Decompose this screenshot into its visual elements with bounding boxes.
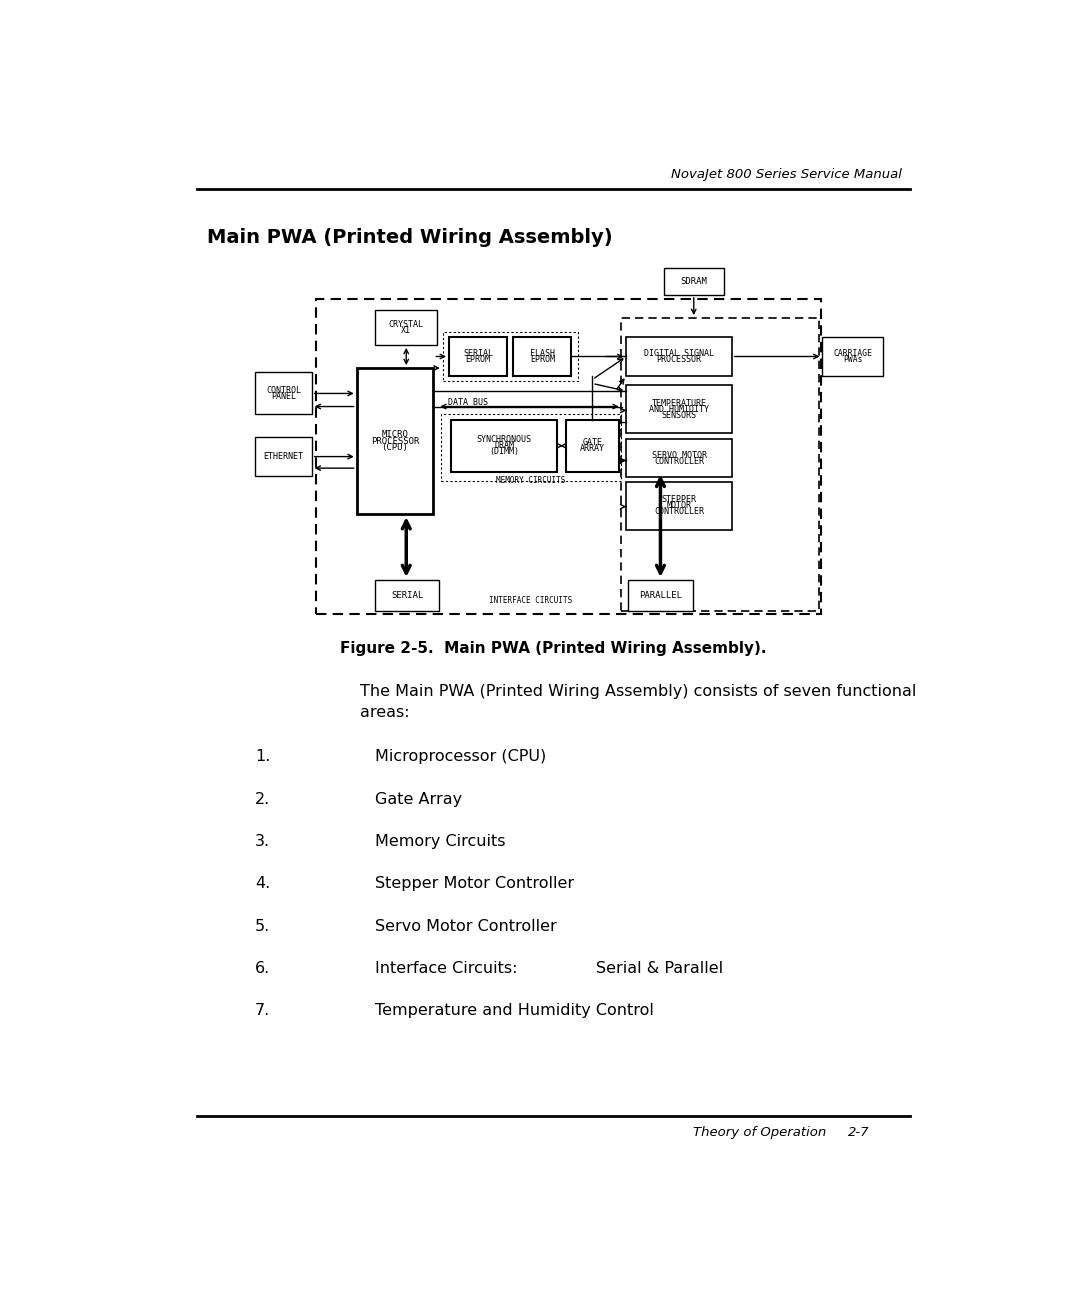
Text: MEMORY CIRCUITS: MEMORY CIRCUITS — [496, 476, 565, 485]
Bar — [255, 437, 312, 476]
Bar — [566, 420, 619, 472]
Text: SERIAL: SERIAL — [463, 349, 492, 358]
Text: PANEL: PANEL — [271, 391, 296, 400]
Text: CRYSTAL: CRYSTAL — [389, 320, 423, 329]
Text: Figure 2-5.  Main PWA (Printed Wiring Assembly).: Figure 2-5. Main PWA (Printed Wiring Ass… — [340, 642, 767, 656]
Text: CARRIAGE: CARRIAGE — [833, 349, 873, 358]
Text: SERIAL: SERIAL — [391, 591, 423, 600]
Text: 7.: 7. — [255, 1003, 270, 1019]
Text: PROCESSOR: PROCESSOR — [370, 437, 419, 446]
Text: areas:: areas: — [360, 705, 409, 721]
Text: DIGITAL SIGNAL: DIGITAL SIGNAL — [644, 349, 714, 358]
Text: Main PWA (Printed Wiring Assembly): Main PWA (Printed Wiring Assembly) — [207, 228, 612, 246]
Text: 2.: 2. — [255, 792, 270, 806]
Text: 5.: 5. — [255, 919, 270, 933]
Text: 4.: 4. — [255, 876, 270, 892]
Text: ETHERNET: ETHERNET — [264, 452, 303, 461]
Bar — [664, 268, 724, 295]
Text: NovaJet 800 Series Service Manual: NovaJet 800 Series Service Manual — [672, 168, 902, 181]
Bar — [621, 318, 819, 610]
Text: PROCESSOR: PROCESSOR — [657, 355, 702, 364]
Text: Theory of Operation: Theory of Operation — [693, 1126, 826, 1139]
Text: SENSORS: SENSORS — [662, 411, 697, 420]
Text: EPROM: EPROM — [465, 355, 490, 364]
Text: AND HUMIDITY: AND HUMIDITY — [649, 404, 710, 413]
Text: CONTROLLER: CONTROLLER — [654, 456, 704, 465]
Text: PARALLEL: PARALLEL — [639, 591, 681, 600]
Bar — [315, 299, 821, 614]
Text: SYNCHRONOUS: SYNCHRONOUS — [476, 435, 531, 445]
Text: Interface Circuits:: Interface Circuits: — [375, 960, 517, 976]
Text: Memory Circuits: Memory Circuits — [375, 833, 505, 849]
Text: Serial & Parallel: Serial & Parallel — [596, 960, 724, 976]
Text: MOTOR: MOTOR — [666, 502, 691, 511]
Bar — [375, 310, 437, 345]
Text: 1.: 1. — [255, 749, 270, 765]
Text: CONTROL: CONTROL — [266, 386, 301, 394]
Bar — [441, 415, 621, 481]
Bar — [375, 579, 438, 610]
Text: GATE: GATE — [582, 438, 603, 447]
Bar — [626, 482, 732, 530]
Text: 3.: 3. — [255, 833, 270, 849]
Text: Servo Motor Controller: Servo Motor Controller — [375, 919, 557, 933]
Bar — [513, 337, 571, 376]
Text: MICRO: MICRO — [381, 430, 408, 439]
Bar — [626, 439, 732, 477]
Bar — [255, 372, 312, 415]
Text: Temperature and Humidity Control: Temperature and Humidity Control — [375, 1003, 654, 1019]
Text: DATA BUS: DATA BUS — [448, 398, 488, 407]
Text: Microprocessor (CPU): Microprocessor (CPU) — [375, 749, 546, 765]
Text: (CPU): (CPU) — [381, 443, 408, 452]
Text: 2-7: 2-7 — [848, 1126, 869, 1139]
Text: 6.: 6. — [255, 960, 270, 976]
Text: STEPPER: STEPPER — [662, 495, 697, 504]
Bar — [356, 368, 433, 515]
Text: PWAs: PWAs — [842, 355, 863, 364]
Bar — [451, 420, 557, 472]
Text: CONTROLLER: CONTROLLER — [654, 507, 704, 516]
Text: The Main PWA (Printed Wiring Assembly) consists of seven functional: The Main PWA (Printed Wiring Assembly) c… — [360, 684, 916, 699]
Text: ARRAY: ARRAY — [580, 445, 605, 454]
Text: TEMPERATURE: TEMPERATURE — [651, 399, 706, 408]
Text: SERVO MOTOR: SERVO MOTOR — [651, 451, 706, 460]
Bar — [449, 337, 507, 376]
Text: Gate Array: Gate Array — [375, 792, 462, 806]
Bar — [627, 579, 693, 610]
Bar — [626, 337, 732, 376]
Text: EPROM: EPROM — [530, 355, 555, 364]
Bar — [444, 332, 578, 381]
Text: X1: X1 — [402, 327, 411, 336]
Bar — [626, 385, 732, 433]
Text: (DIMM): (DIMM) — [489, 447, 519, 456]
Text: SDRAM: SDRAM — [680, 277, 707, 286]
Text: DRAM: DRAM — [495, 442, 514, 450]
Text: INTERFACE CIRCUITS: INTERFACE CIRCUITS — [488, 596, 572, 605]
Text: FLASH: FLASH — [530, 349, 555, 358]
Text: Stepper Motor Controller: Stepper Motor Controller — [375, 876, 575, 892]
Bar — [823, 337, 882, 376]
